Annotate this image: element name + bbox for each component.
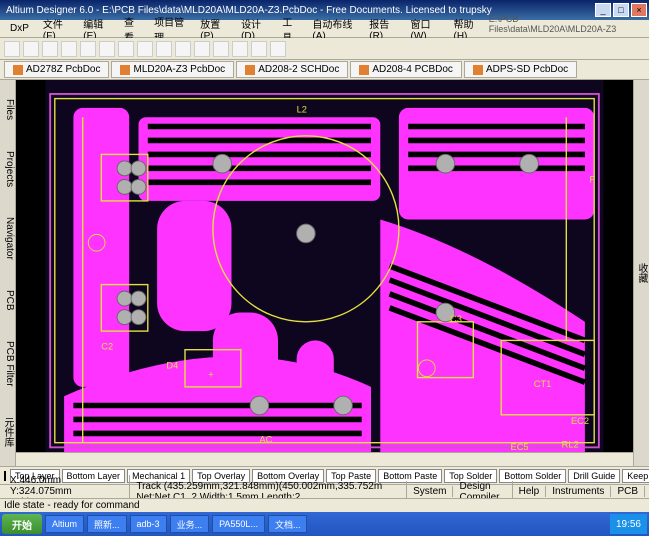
tool-btn[interactable]	[99, 41, 115, 57]
silk-label: EC2	[571, 416, 589, 426]
pcb-render: L2 C2 D4 + AC C3 CT1 EC2 RL2 EC5 F	[16, 80, 633, 452]
layer-tab[interactable]: Drill Guide	[568, 469, 620, 483]
tool-btn[interactable]	[61, 41, 77, 57]
tool-btn[interactable]	[80, 41, 96, 57]
right-panel: 收藏	[633, 80, 649, 466]
menu-dxp[interactable]: DxP	[4, 22, 35, 35]
system-tray[interactable]: 19:56	[610, 514, 647, 534]
status-panel[interactable]: Instruments	[546, 486, 611, 497]
status-panel[interactable]: Help	[513, 486, 547, 497]
tool-btn[interactable]	[213, 41, 229, 57]
left-panel: Files Projects Navigator PCB PCB Filter …	[0, 80, 16, 466]
panel-tab-pcb[interactable]: PCB	[0, 290, 15, 311]
menu-bar: DxP 文件(F) 编辑(E) 查看 项目管理 放置(P) 设计(D) 工具 自…	[0, 20, 649, 38]
silk-label: +	[208, 370, 213, 380]
tool-btn[interactable]	[175, 41, 191, 57]
silk-label: C3	[450, 314, 462, 324]
panel-tab-favorites[interactable]: 收藏	[634, 263, 649, 283]
panel-tab-projects[interactable]: Projects	[0, 151, 15, 187]
tool-btn[interactable]	[23, 41, 39, 57]
document-tabs: AD278Z PcbDoc MLD20A-Z3 PcbDoc AD208-2 S…	[0, 60, 649, 80]
taskbar-item[interactable]: adb-3	[130, 515, 167, 533]
canvas-wrap: L2 C2 D4 + AC C3 CT1 EC2 RL2 EC5 F	[16, 80, 633, 466]
taskbar-item[interactable]: Altium	[45, 515, 84, 533]
windows-taskbar: 开始 Altium 照新... adb-3 业务... PA550L... 文档…	[0, 512, 649, 536]
panel-tab-files[interactable]: Files	[0, 99, 15, 120]
status-bar-1: X:446.0mm Y:324.075mm Grid:0.025mm Track…	[0, 484, 649, 498]
tool-btn[interactable]	[4, 41, 20, 57]
tool-btn[interactable]	[156, 41, 172, 57]
silk-label: AC	[259, 435, 272, 445]
toolbar	[0, 38, 649, 60]
doc-tab[interactable]: ADPS-SD PcbDoc	[464, 61, 577, 78]
start-button[interactable]: 开始	[2, 514, 42, 534]
doc-tab[interactable]: AD208-2 SCHDoc	[236, 61, 348, 78]
taskbar-item[interactable]: 照新...	[87, 515, 127, 533]
panel-tab-pcbfilter[interactable]: PCB Filter	[0, 341, 15, 387]
silk-label: EC5	[511, 442, 529, 452]
tool-btn[interactable]	[232, 41, 248, 57]
tool-btn[interactable]	[270, 41, 286, 57]
silk-label: F	[590, 174, 596, 184]
taskbar-item[interactable]: 文档...	[268, 515, 308, 533]
silk-label: CT1	[534, 379, 552, 389]
layer-tab[interactable]: Keep Out Layer	[622, 469, 649, 483]
taskbar-item[interactable]: 业务...	[170, 515, 210, 533]
silk-label: L2	[297, 105, 307, 115]
panel-tab-navigator[interactable]: Navigator	[0, 217, 15, 260]
tool-btn[interactable]	[118, 41, 134, 57]
silk-label: C2	[101, 342, 113, 352]
main-area: Files Projects Navigator PCB PCB Filter …	[0, 80, 649, 466]
status-bar-2: Idle state - ready for command	[0, 498, 649, 512]
panel-tab-lib[interactable]: 元件库	[0, 417, 15, 447]
status-panel[interactable]: System	[407, 486, 453, 497]
doc-tab[interactable]: MLD20A-Z3 PcbDoc	[111, 61, 234, 78]
tool-btn[interactable]	[194, 41, 210, 57]
idle-status: Idle state - ready for command	[4, 500, 140, 511]
taskbar-item[interactable]: PA550L...	[212, 515, 265, 533]
tool-btn[interactable]	[137, 41, 153, 57]
tool-btn[interactable]	[42, 41, 58, 57]
horizontal-scrollbar[interactable]	[16, 452, 633, 466]
silk-label: RL2	[562, 439, 579, 449]
doc-tab[interactable]: AD278Z PcbDoc	[4, 61, 109, 78]
pcb-canvas[interactable]: L2 C2 D4 + AC C3 CT1 EC2 RL2 EC5 F	[16, 80, 633, 452]
doc-tab[interactable]: AD208-4 PCBDoc	[350, 61, 462, 78]
silk-label: D4	[166, 360, 178, 370]
tool-btn[interactable]	[251, 41, 267, 57]
status-panel[interactable]: PCB	[611, 486, 645, 497]
